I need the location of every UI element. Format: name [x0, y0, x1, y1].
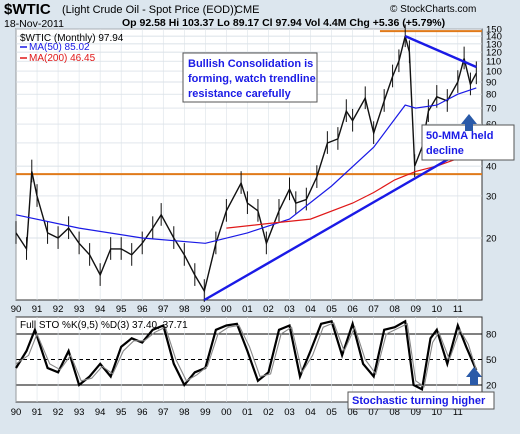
ohlc: Op 92.58 Hi 103.37 Lo 89.17 Cl 97.94 Vol…: [122, 17, 445, 29]
legend-ma50: MA(50) 85.02: [29, 42, 90, 53]
stoch-x-tick-label: 03: [284, 407, 295, 418]
main-x-tick-label: 95: [116, 304, 127, 315]
stoch-series: [15, 319, 478, 391]
stoch-x-tick-label: 04: [305, 407, 316, 418]
brand: © StockCharts.com: [390, 4, 476, 15]
stoch-series-d: [15, 322, 477, 388]
main-x-tick-label: 94: [95, 304, 106, 315]
main-x-tick-label: 08: [389, 304, 400, 315]
main-x-tick-label: 09: [410, 304, 421, 315]
description: (Light Crude Oil - Spot Price (EOD)): [62, 4, 237, 16]
stoch-series-k: [15, 319, 478, 391]
mma-held-line-1: 50-MMA held: [426, 130, 493, 142]
stochastic-label: Stochastic turning higher: [352, 395, 486, 407]
main-x-tick-label: 00: [221, 304, 232, 315]
stoch-x-tick-label: 08: [389, 407, 400, 418]
main-x-tick-label: 92: [53, 304, 64, 315]
main-y-tick-label: 130: [486, 39, 502, 50]
main-y-tick-label: 40: [486, 162, 497, 173]
legend-ma200: MA(200) 46.45: [29, 53, 96, 64]
consolidation-line-2: forming, watch trendline: [188, 73, 316, 85]
main-y-tick-label: 150: [486, 25, 502, 36]
stoch-x-tick-label: 93: [74, 407, 85, 418]
trendline: [203, 141, 477, 302]
stoch-x-tick-label: 97: [158, 407, 169, 418]
main-x-tick-label: 01: [242, 304, 253, 315]
stoch-x-tick-label: 07: [368, 407, 379, 418]
main-y-tick-label: 100: [486, 67, 502, 78]
consolidation-line-1: Bullish Consolidation is: [188, 58, 313, 70]
symbol: $WTIC: [4, 1, 51, 18]
main-x-tick-label: 02: [263, 304, 274, 315]
trendline: [404, 35, 477, 69]
main-trendlines: [203, 35, 477, 302]
main-levels: [16, 30, 482, 176]
stoch-x-ticks: 90 91 92 93 94 95 96 97 98 99 00 01 02 03 04 05 06 07 08 09…: [11, 407, 463, 418]
main-x-ticks: 90 91 92 93 94 95 96 97 98 99 00 01 02 03 04 05 06 07 08 09…: [11, 304, 463, 315]
main-y-tick-label: 110: [486, 57, 501, 68]
stoch-x-tick-label: 02: [263, 407, 274, 418]
main-y-tick-label: 70: [486, 104, 497, 115]
mma-held-line-2: decline: [426, 145, 464, 157]
main-x-tick-label: 07: [368, 304, 379, 315]
main-x-tick-label: 05: [326, 304, 337, 315]
series-ma-200-: [226, 150, 477, 229]
consolidation-box: [182, 52, 318, 103]
stoch-x-tick-label: 90: [11, 407, 22, 418]
main-x-tick-label: 93: [74, 304, 85, 315]
stoch-x-tick-label: 95: [116, 407, 127, 418]
stoch-y-tick-label: 20: [486, 381, 497, 392]
stoch-x-tick-label: 96: [137, 407, 148, 418]
main-x-tick-label: 90: [11, 304, 22, 315]
stoch-x-tick-label: 91: [32, 407, 43, 418]
main-x-tick-label: 06: [347, 304, 358, 315]
stochastic-box: [347, 391, 495, 410]
legend-main: $WTIC (Monthly) 97.94: [20, 33, 124, 44]
series-ma-50-: [15, 87, 477, 244]
stoch-x-tick-label: 98: [179, 407, 190, 418]
consolidation-line-3: resistance carefully: [188, 88, 292, 100]
stoch-y-tick-label: 80: [486, 330, 497, 341]
main-x-tick-label: 91: [32, 304, 43, 315]
stoch-y-ticks: 80 50 20: [486, 330, 497, 392]
stoch-x-tick-label: 09: [410, 407, 421, 418]
main-y-tick-label: 120: [486, 48, 502, 59]
main-x-tick-label: 97: [158, 304, 169, 315]
main-y-tick-label: 90: [486, 77, 497, 88]
stoch-x-tick-label: 06: [347, 407, 358, 418]
stoch-x-tick-label: 11: [453, 407, 463, 418]
main-y-tick-label: 140: [486, 32, 502, 43]
main-x-tick-label: 96: [137, 304, 148, 315]
stoch-x-tick-label: 05: [326, 407, 337, 418]
stoch-x-tick-label: 99: [200, 407, 211, 418]
main-x-tick-label: 99: [200, 304, 211, 315]
main-x-tick-label: 03: [284, 304, 295, 315]
main-y-tick-label: 30: [486, 191, 497, 202]
main-x-tick-label: 04: [305, 304, 316, 315]
stoch-x-tick-label: 92: [53, 407, 64, 418]
stoch-y-tick-label: 50: [486, 355, 497, 366]
date: 18-Nov-2011: [4, 18, 64, 30]
main-x-tick-label: 10: [431, 304, 442, 315]
main-y-tick-label: 20: [486, 233, 497, 244]
stoch-x-tick-label: 94: [95, 407, 106, 418]
stoch-x-tick-label: 10: [431, 407, 442, 418]
main-series: [15, 24, 477, 302]
stoch-x-tick-label: 01: [242, 407, 253, 418]
exchange: CME: [235, 4, 259, 16]
main-x-tick-label: 98: [179, 304, 190, 315]
legend-stoch: Full STO %K(9,5) %D(3) 37.40, 37.71: [20, 320, 188, 331]
arrow-up-icon: [461, 114, 477, 131]
main-y-tick-label: 80: [486, 90, 497, 101]
main-x-tick-label: 11: [453, 304, 463, 315]
arrow-up-icon: [466, 367, 482, 385]
stoch-grid: [15, 317, 482, 402]
stoch-x-tick-label: 00: [221, 407, 232, 418]
